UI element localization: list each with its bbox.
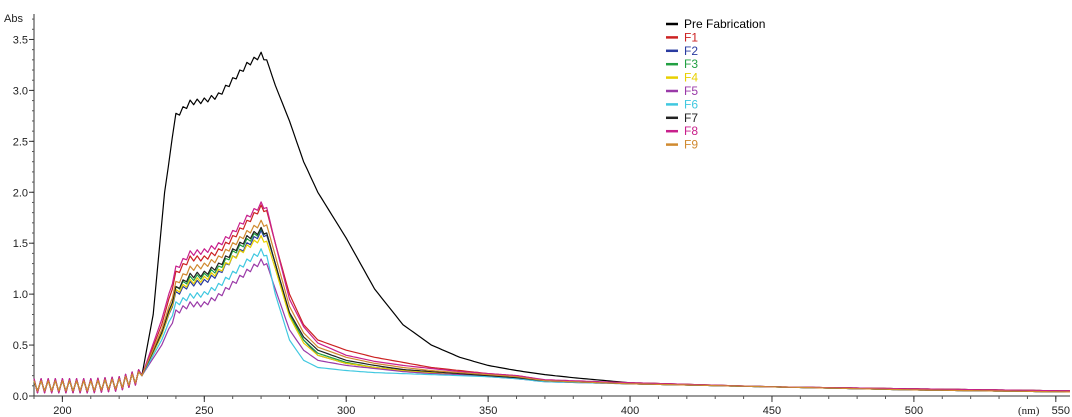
legend-label: F8 <box>684 124 698 138</box>
y-axis-label: Abs <box>4 13 23 25</box>
x-tick-label: 200 <box>53 405 71 417</box>
series-lines <box>33 51 1070 394</box>
y-tick-label: 0.0 <box>13 391 28 403</box>
y-tick-label: 0.5 <box>13 340 28 352</box>
x-tick-label: 550 <box>1052 405 1070 417</box>
series-line-f1 <box>33 204 1070 393</box>
series-line-f2 <box>33 229 1070 394</box>
x-tick-label: 450 <box>763 405 781 417</box>
x-tick-label: 300 <box>337 405 355 417</box>
legend-label: F4 <box>684 71 698 85</box>
series-line-f9 <box>33 219 1070 393</box>
series-line-f8 <box>33 201 1070 394</box>
x-tick-label: 500 <box>905 405 923 417</box>
y-tick-label: 1.5 <box>13 238 28 250</box>
legend-label: F3 <box>684 57 698 71</box>
legend-label: F7 <box>684 111 698 125</box>
legend-label: F9 <box>684 138 698 152</box>
legend-item: F4 <box>666 71 698 85</box>
legend-item: F9 <box>666 138 698 152</box>
y-tick-label: 2.5 <box>13 136 28 148</box>
legend-item: F7 <box>666 111 698 125</box>
x-ticks: 200 250 300 350 400 450 500 550 <box>33 396 1070 417</box>
series-line-f6 <box>33 248 1070 393</box>
legend-item: F3 <box>666 57 698 71</box>
legend-label: F2 <box>684 44 698 58</box>
series-line-pre-fabrication <box>33 51 1070 392</box>
legend-item: F2 <box>666 44 698 58</box>
legend-label: F6 <box>684 97 698 111</box>
legend-item: Pre Fabrication <box>666 17 765 31</box>
y-tick-label: 3.0 <box>13 85 28 97</box>
x-axis-label: (nm) <box>1018 405 1040 417</box>
legend-item: F6 <box>666 97 698 111</box>
x-tick-label: 250 <box>195 405 213 417</box>
legend-item: F8 <box>666 124 698 138</box>
legend-label: F5 <box>684 84 698 98</box>
x-tick-label: 400 <box>621 405 639 417</box>
plot-area: Abs (nm) 0.0 0.5 1.0 1.5 2.0 2.5 3.0 3.5 200 250… <box>4 13 1070 417</box>
legend-label: Pre Fabrication <box>684 17 765 31</box>
legend-label: F1 <box>684 30 698 44</box>
y-tick-label: 2.0 <box>13 187 28 199</box>
legend-item: F1 <box>666 30 698 44</box>
y-ticks: 0.0 0.5 1.0 1.5 2.0 2.5 3.0 3.5 <box>13 18 34 403</box>
x-tick-label: 350 <box>479 405 497 417</box>
legend-item: F5 <box>666 84 698 98</box>
y-tick-label: 1.0 <box>13 289 28 301</box>
y-tick-label: 3.5 <box>13 34 28 46</box>
